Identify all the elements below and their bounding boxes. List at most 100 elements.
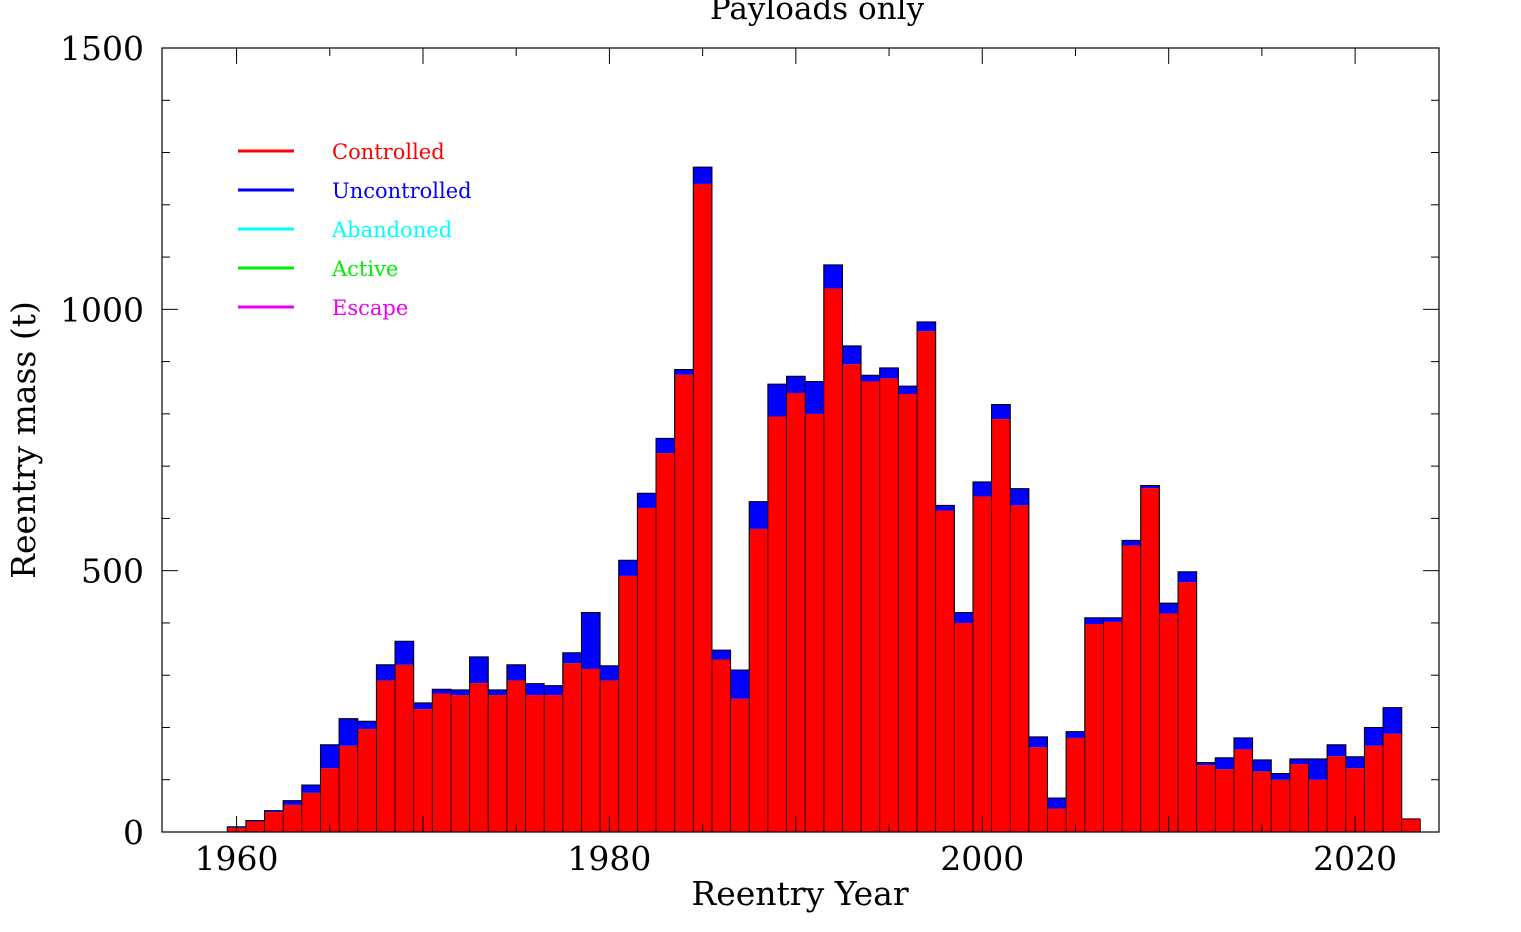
x-tick-label-2020: 2020: [1313, 839, 1397, 878]
bar-controlled-1992: [823, 288, 843, 833]
bar-controlled-2005: [1066, 737, 1085, 832]
bar-uncontrolled-1976: [525, 683, 545, 696]
bar-uncontrolled-1986: [711, 650, 731, 660]
bar-uncontrolled-1987: [730, 669, 750, 699]
bar-uncontrolled-1971: [432, 689, 451, 694]
bar-uncontrolled-1993: [842, 345, 862, 365]
bar-uncontrolled-1975: [506, 664, 526, 681]
bar-uncontrolled-1998: [935, 505, 955, 511]
bar-uncontrolled-2021: [1364, 727, 1384, 746]
legend: Controlled Uncontrolled Abandoned Active Esc…: [238, 140, 472, 320]
bar-uncontrolled-2000: [972, 481, 992, 497]
bar-controlled-1991: [805, 413, 824, 832]
bar-controlled-1961: [245, 821, 265, 832]
bar-uncontrolled-1984: [674, 369, 694, 375]
bar-controlled-1970: [413, 709, 433, 832]
bar-uncontrolled-1992: [823, 264, 843, 289]
bar-uncontrolled-2002: [1010, 488, 1029, 506]
bar-uncontrolled-2010: [1159, 603, 1179, 614]
y-tick-label-0: 0: [123, 813, 144, 852]
y-tick-label-1000: 1000: [60, 290, 144, 329]
bar-uncontrolled-2016: [1271, 773, 1290, 780]
bar-controlled-1965: [320, 768, 340, 832]
bar-controlled-1978: [562, 663, 582, 832]
bar-controlled-1977: [544, 695, 563, 832]
bar-uncontrolled-1974: [488, 689, 507, 696]
bar-uncontrolled-1963: [283, 800, 302, 805]
bar-controlled-2022: [1383, 733, 1402, 832]
y-tick-label-1500: 1500: [60, 29, 144, 68]
bar-uncontrolled-2006: [1084, 617, 1104, 624]
legend-label-controlled: Controlled: [332, 140, 445, 164]
bar-uncontrolled-2015: [1252, 759, 1272, 772]
bar-uncontrolled-1996: [898, 386, 918, 395]
bar-controlled-2019: [1327, 756, 1346, 832]
bar-uncontrolled-2011: [1178, 571, 1197, 583]
x-tick-label-1960: 1960: [195, 839, 279, 878]
bar-controlled-1985: [693, 183, 712, 833]
bar-uncontrolled-2009: [1140, 485, 1160, 489]
bar-uncontrolled-1967: [357, 721, 377, 730]
bar-controlled-2017: [1289, 764, 1309, 832]
bar-uncontrolled-2004: [1047, 798, 1067, 809]
bar-controlled-1973: [469, 683, 489, 832]
bar-uncontrolled-1972: [450, 689, 470, 696]
bar-controlled-1967: [357, 729, 377, 832]
bar-controlled-2001: [991, 419, 1011, 832]
bar-uncontrolled-2007: [1103, 617, 1123, 622]
bar-uncontrolled-1982: [637, 493, 657, 508]
bar-uncontrolled-2018: [1308, 758, 1328, 780]
bar-uncontrolled-1961: [245, 820, 265, 822]
bar-uncontrolled-1999: [954, 612, 973, 623]
y-tick-label-500: 500: [81, 552, 144, 591]
legend-label-uncontrolled: Uncontrolled: [332, 179, 472, 203]
bar-controlled-2014: [1233, 749, 1253, 832]
plot-frame: [161, 47, 1440, 833]
bar-uncontrolled-1981: [618, 560, 638, 576]
bar-uncontrolled-1968: [376, 664, 396, 681]
bar-uncontrolled-1997: [917, 321, 936, 332]
bar-uncontrolled-1989: [767, 384, 787, 417]
bar-uncontrolled-1973: [469, 656, 489, 684]
bar-controlled-2007: [1103, 621, 1123, 832]
bar-controlled-1999: [954, 622, 973, 832]
bar-controlled-2009: [1140, 488, 1160, 832]
bar-controlled-1987: [730, 698, 750, 832]
bar-controlled-1982: [637, 507, 657, 832]
bar-controlled-1994: [861, 381, 880, 832]
bar-controlled-1968: [376, 680, 396, 832]
bar-uncontrolled-2019: [1327, 744, 1346, 757]
bar-controlled-1971: [432, 693, 451, 832]
bar-controlled-1988: [749, 528, 768, 832]
bar-uncontrolled-2014: [1233, 737, 1253, 750]
x-axis-label: Reentry Year: [691, 874, 908, 913]
bar-controlled-1996: [898, 394, 918, 832]
bar-uncontrolled-1977: [544, 685, 563, 696]
bar-uncontrolled-1991: [805, 381, 824, 414]
bar-uncontrolled-2001: [991, 404, 1011, 420]
bar-controlled-1983: [656, 453, 675, 832]
bar-controlled-2011: [1178, 582, 1197, 832]
bar-uncontrolled-2022: [1383, 707, 1402, 734]
bar-uncontrolled-2003: [1028, 736, 1048, 748]
bar-controlled-2023: [1401, 818, 1421, 832]
bar-controlled-1995: [879, 378, 899, 832]
bar-controlled-1962: [264, 812, 284, 832]
bar-uncontrolled-1995: [879, 367, 899, 379]
bar-uncontrolled-1978: [562, 652, 582, 664]
bar-uncontrolled-1979: [581, 612, 601, 669]
bar-uncontrolled-2012: [1196, 762, 1216, 766]
bar-controlled-1972: [450, 695, 470, 832]
legend-label-active: Active: [331, 257, 398, 281]
bar-controlled-1980: [600, 680, 619, 832]
bar-controlled-1963: [283, 804, 302, 832]
bar-uncontrolled-2020: [1345, 756, 1365, 769]
bar-uncontrolled-1964: [301, 784, 321, 793]
tick-labels-layer: 0 500 1000 1500 1960 1980 2000 2020: [60, 29, 1397, 878]
bar-controlled-2006: [1084, 623, 1104, 832]
bar-controlled-2021: [1364, 745, 1384, 832]
bar-uncontrolled-1962: [264, 810, 284, 813]
bar-controlled-2012: [1196, 765, 1216, 832]
bar-controlled-1986: [711, 659, 731, 832]
bar-controlled-2020: [1345, 768, 1365, 832]
